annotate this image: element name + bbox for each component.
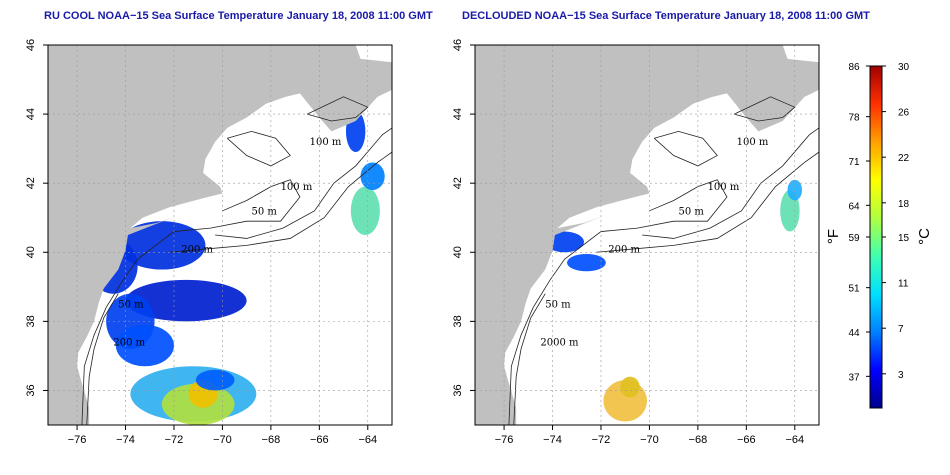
contour-gulf-maine — [654, 130, 718, 167]
celsius-tick-label: 11 — [898, 279, 909, 290]
land — [475, 45, 819, 425]
celsius-tick-label: 7 — [898, 324, 904, 335]
lat-tick-label: 46 — [25, 39, 37, 51]
celsius-label: °C — [915, 228, 933, 245]
lon-tick-label: −64 — [358, 434, 377, 446]
contour-label: 100 m — [737, 137, 769, 148]
lon-tick-label: −76 — [495, 434, 514, 446]
lat-tick-label: 42 — [25, 177, 37, 189]
lon-tick-label: −68 — [262, 434, 281, 446]
map-content-declouded: 100 m 100 m 50 m 200 m 50 m 2000 m — [475, 45, 819, 425]
lon-tick-label: −76 — [68, 434, 87, 446]
sst-patch — [195, 369, 235, 391]
sst-patch — [620, 376, 640, 398]
contour-50m — [508, 179, 728, 425]
lat-tick-label: 46 — [452, 39, 464, 51]
sst-patch — [125, 279, 247, 322]
fahrenheit-tick-label: 51 — [848, 284, 860, 295]
fahrenheit-tick-label: 37 — [848, 372, 860, 383]
lat-tick-label: 36 — [452, 384, 464, 396]
contour-label: 100 m — [310, 137, 342, 148]
lon-tick-label: −72 — [165, 434, 184, 446]
contour-shelf-edge — [513, 293, 546, 425]
panel-title-declouded: DECLOUDED NOAA−15 Sea Surface Temperatur… — [462, 10, 870, 22]
contour-shelf-edge — [86, 293, 119, 425]
map-frame — [474, 44, 820, 426]
lat-tick-label: 38 — [25, 315, 37, 327]
contour-label: 200 m — [181, 244, 213, 255]
contour-label: 2000 m — [540, 338, 579, 349]
fahrenheit-tick-label: 71 — [848, 157, 860, 168]
fahrenheit-tick-label: 44 — [848, 328, 860, 339]
colorbar-fill — [869, 65, 883, 409]
lon-tick-label: −70 — [213, 434, 232, 446]
contour-label: 50 m — [251, 206, 277, 217]
contour-label: 100 m — [281, 182, 313, 193]
celsius-tick-label: 22 — [898, 153, 910, 164]
lon-tick-label: −74 — [116, 434, 135, 446]
panel-title-raw: RU COOL NOAA−15 Sea Surface Temperature … — [44, 10, 433, 22]
lon-tick-label: −66 — [310, 434, 329, 446]
lon-tick-label: −68 — [689, 434, 708, 446]
fahrenheit-tick-label: 59 — [848, 233, 860, 244]
map-panel-declouded: 100 m 100 m 50 m 200 m 50 m 2000 m −76 −74 −72 −7… — [452, 39, 820, 446]
contour-label: 100 m — [708, 182, 740, 193]
map-frame — [47, 44, 393, 426]
contour-label: 200 m — [113, 338, 145, 349]
contour-100m — [215, 127, 392, 239]
contour-100m — [642, 127, 819, 239]
land — [48, 45, 392, 425]
contour-200m — [596, 151, 819, 253]
celsius-tick-label: 30 — [898, 62, 910, 73]
lat-tick-label: 40 — [25, 246, 37, 258]
celsius-tick-label: 18 — [898, 199, 910, 210]
fahrenheit-tick-label: 86 — [848, 62, 860, 73]
lon-tick-label: −74 — [543, 434, 562, 446]
map-panel-raw: 100 m 100 m 50 m 200 m 50 m 200 m −76 −74 −72 −70… — [25, 39, 393, 446]
contour-50m — [81, 179, 301, 425]
contour-scotian — [307, 96, 369, 122]
lon-tick-label: −72 — [592, 434, 611, 446]
sst-patch — [350, 186, 380, 235]
lat-tick-label: 42 — [452, 177, 464, 189]
lat-tick-label: 36 — [25, 384, 37, 396]
fahrenheit-tick-label: 78 — [848, 113, 860, 124]
sst-patch — [115, 324, 174, 367]
celsius-tick-label: 26 — [898, 108, 910, 119]
lat-tick-label: 38 — [452, 315, 464, 327]
sst-patch — [567, 253, 606, 272]
sst-patch — [545, 231, 585, 253]
map-content-raw: 100 m 100 m 50 m 200 m 50 m 200 m — [48, 45, 392, 425]
lon-tick-label: −64 — [785, 434, 804, 446]
celsius-tick-label: 15 — [898, 233, 910, 244]
lat-tick-label: 44 — [25, 108, 37, 120]
contour-scotian — [734, 96, 796, 122]
lat-tick-label: 40 — [452, 246, 464, 258]
contour-label: 50 m — [678, 206, 704, 217]
contour-label: 50 m — [545, 300, 571, 311]
fahrenheit-label: °F — [825, 228, 843, 245]
lon-tick-label: −70 — [640, 434, 659, 446]
contour-gulf-maine — [227, 130, 291, 167]
contour-label: 200 m — [608, 244, 640, 255]
celsius-tick-label: 3 — [898, 370, 904, 381]
lon-tick-label: −66 — [737, 434, 756, 446]
lat-tick-label: 44 — [452, 108, 464, 120]
fahrenheit-tick-label: 64 — [848, 201, 860, 212]
contour-200m — [169, 151, 392, 253]
contour-label: 50 m — [118, 300, 144, 311]
